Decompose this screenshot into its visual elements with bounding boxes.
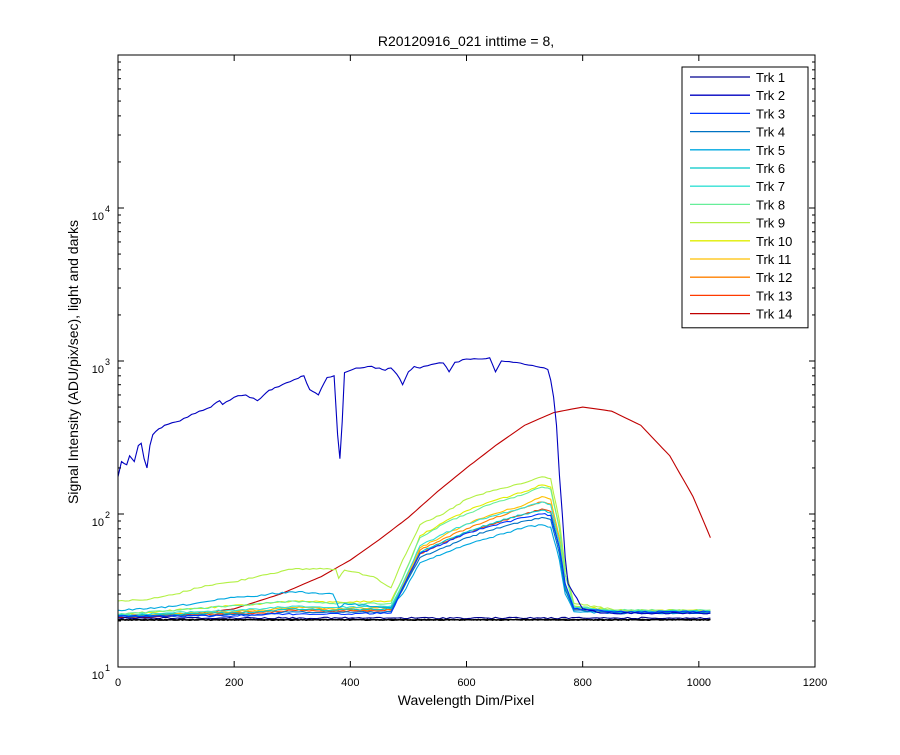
legend-label: Trk 2 (756, 88, 785, 103)
legend-label: Trk 5 (756, 143, 785, 158)
chart-title: R20120916_021 inttime = 8, (378, 33, 554, 49)
legend-label: Trk 9 (756, 216, 785, 231)
series-line-trk-7 (117, 501, 711, 616)
legend-label: Trk 12 (756, 270, 792, 285)
legend-label: Trk 7 (756, 179, 785, 194)
y-tick-label-base: 10 (92, 670, 104, 682)
series-line-trk-3 (117, 513, 711, 618)
series-line-trk-9 (117, 476, 711, 612)
legend-label: Trk 3 (756, 106, 785, 121)
legend-label: Trk 14 (756, 307, 792, 322)
x-tick-label: 0 (115, 677, 121, 689)
series-line-trk-2 (117, 357, 711, 615)
y-tick-label-exponent: 2 (105, 510, 110, 520)
legend-label: Trk 10 (756, 234, 792, 249)
legend: Trk 1 Trk 2 Trk 3 Trk 4 Trk 5 Trk 6 Trk 7 Trk 8… (681, 66, 809, 329)
x-tick-label: 600 (457, 677, 475, 689)
x-axis-label: Wavelength Dim/Pixel (398, 692, 534, 708)
legend-label: Trk 4 (756, 125, 785, 140)
series-layer (117, 357, 711, 620)
legend-label: Trk 11 (756, 252, 791, 267)
y-tick-label-exponent: 3 (105, 357, 110, 367)
dark-trace (117, 618, 711, 621)
y-tick-label-exponent: 4 (105, 204, 110, 214)
legend-label: Trk 13 (756, 288, 792, 303)
x-tick-label: 1000 (687, 677, 711, 689)
series-line-trk-1 (117, 616, 711, 620)
y-tick-label-base: 10 (92, 517, 104, 529)
y-axis-label: Signal Intensity (ADU/pix/sec), light an… (65, 220, 81, 504)
x-tick-label: 400 (341, 677, 359, 689)
x-tick-label: 800 (573, 677, 591, 689)
legend-label: Trk 6 (756, 161, 785, 176)
x-tick-label: 1200 (803, 677, 827, 689)
legend-label: Trk 1 (756, 70, 785, 85)
y-tick-label-base: 10 (92, 211, 104, 223)
y-tick-label-base: 10 (92, 364, 104, 376)
legend-label: Trk 8 (756, 197, 785, 212)
x-tick-label: 200 (225, 677, 243, 689)
dark-frames-band (117, 618, 711, 622)
y-tick-label-exponent: 1 (105, 663, 110, 673)
legend-box (681, 66, 809, 329)
